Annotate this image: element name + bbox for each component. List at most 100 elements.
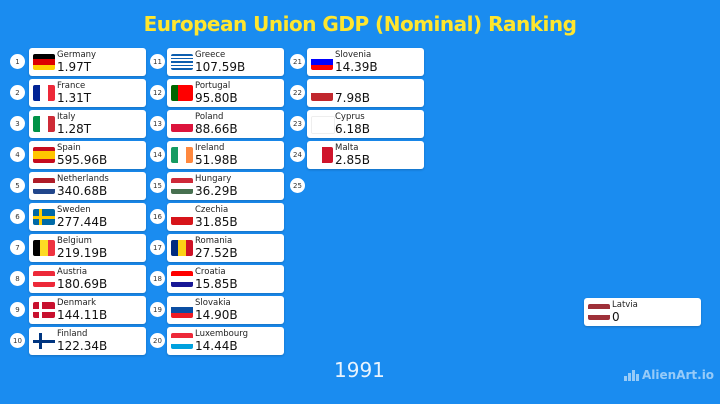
flag-icon [171, 147, 193, 163]
rank-badge: 11 [150, 54, 165, 69]
rank-badge: 17 [150, 240, 165, 255]
rank-badge: 16 [150, 209, 165, 224]
gdp-value: 107.59B [195, 60, 246, 74]
country-name: Malta [335, 143, 359, 153]
page-title: European Union GDP (Nominal) Ranking [143, 12, 577, 36]
gdp-value: 14.39B [335, 60, 378, 74]
country-name: Finland [57, 329, 88, 339]
gdp-value: 88.66B [195, 122, 238, 136]
flag-icon [171, 85, 193, 101]
gdp-value: 180.69B [57, 277, 108, 291]
year-label: 1991 [334, 358, 385, 382]
flag-icon [171, 240, 193, 256]
gdp-value: 1.31T [57, 91, 92, 105]
gdp-value: 340.68B [57, 184, 108, 198]
country-name: Sweden [57, 205, 91, 215]
flag-icon [33, 85, 55, 101]
country-name: Slovenia [335, 50, 372, 60]
country-card: Ireland 51.98B [167, 141, 284, 169]
country-name: Belgium [57, 236, 92, 246]
flag-icon [311, 85, 333, 101]
gdp-value: 0 [612, 310, 620, 324]
rank-badge: 7 [10, 240, 25, 255]
rank-badge: 20 [150, 333, 165, 348]
country-card: Netherlands 340.68B [29, 172, 146, 200]
country-card: Latvia 0 [584, 298, 701, 326]
country-name: Germany [57, 50, 97, 60]
country-card: Croatia 15.85B [167, 265, 284, 293]
gdp-value: 1.97T [57, 60, 92, 74]
rank-badge: 9 [10, 302, 25, 317]
country-name: France [57, 81, 86, 91]
flag-icon [33, 147, 55, 163]
country-card: Denmark 144.11B [29, 296, 146, 324]
rank-badge: 12 [150, 85, 165, 100]
flag-icon [311, 116, 335, 134]
flag-icon [311, 147, 333, 163]
rank-badge: 14 [150, 147, 165, 162]
country-card: Greece 107.59B [167, 48, 284, 76]
country-card: 7.98B [307, 79, 424, 107]
country-card: Poland 88.66B [167, 110, 284, 138]
gdp-value: 219.19B [57, 246, 108, 260]
rank-badge: 25 [290, 178, 305, 193]
flag-icon [588, 304, 610, 320]
country-card: Luxembourg 14.44B [167, 327, 284, 355]
gdp-value: 2.85B [335, 153, 370, 167]
rank-badge: 18 [150, 271, 165, 286]
country-card: Czechia 31.85B [167, 203, 284, 231]
flag-icon [311, 54, 333, 70]
rank-badge: 3 [10, 116, 25, 131]
flag-icon [33, 240, 55, 256]
gdp-value: 277.44B [57, 215, 108, 229]
rank-badge: 8 [10, 271, 25, 286]
gdp-value: 36.29B [195, 184, 238, 198]
flag-icon [171, 302, 193, 318]
country-name: Spain [57, 143, 81, 153]
gdp-value: 6.18B [335, 122, 370, 136]
flag-icon [33, 54, 55, 70]
rank-badge: 23 [290, 116, 305, 131]
gdp-value: 122.34B [57, 339, 108, 353]
country-card: Spain 595.96B [29, 141, 146, 169]
logo-text: AlienArt.io [642, 368, 715, 382]
flag-icon [33, 116, 55, 132]
country-card: Belgium 219.19B [29, 234, 146, 262]
flag-icon [33, 178, 55, 194]
flag-icon [171, 116, 193, 132]
rank-badge: 2 [10, 85, 25, 100]
gdp-value: 31.85B [195, 215, 238, 229]
country-name: Slovakia [195, 298, 231, 308]
rank-badge: 21 [290, 54, 305, 69]
country-card: Austria 180.69B [29, 265, 146, 293]
country-name: Croatia [195, 267, 226, 277]
flag-icon [171, 178, 193, 194]
gdp-value: 51.98B [195, 153, 238, 167]
flag-icon [171, 209, 193, 225]
flag-icon [33, 271, 55, 287]
gdp-value: 95.80B [195, 91, 238, 105]
country-card: Slovakia 14.90B [167, 296, 284, 324]
country-card: Slovenia 14.39B [307, 48, 424, 76]
flag-icon [33, 333, 55, 349]
flag-icon [171, 54, 193, 70]
country-card: Malta 2.85B [307, 141, 424, 169]
country-name: Netherlands [57, 174, 109, 184]
country-name: Hungary [195, 174, 232, 184]
rank-badge: 19 [150, 302, 165, 317]
rank-badge: 15 [150, 178, 165, 193]
flag-icon [171, 333, 193, 349]
rank-badge: 13 [150, 116, 165, 131]
country-card: Romania 27.52B [167, 234, 284, 262]
rank-badge: 10 [10, 333, 25, 348]
rank-badge: 4 [10, 147, 25, 162]
country-name: Austria [57, 267, 88, 277]
gdp-value: 144.11B [57, 308, 108, 322]
country-card: Italy 1.28T [29, 110, 146, 138]
country-card: Sweden 277.44B [29, 203, 146, 231]
country-card: Finland 122.34B [29, 327, 146, 355]
country-card: Hungary 36.29B [167, 172, 284, 200]
rank-badge: 6 [10, 209, 25, 224]
country-name: Luxembourg [195, 329, 248, 339]
country-card: Cyprus 6.18B [307, 110, 424, 138]
